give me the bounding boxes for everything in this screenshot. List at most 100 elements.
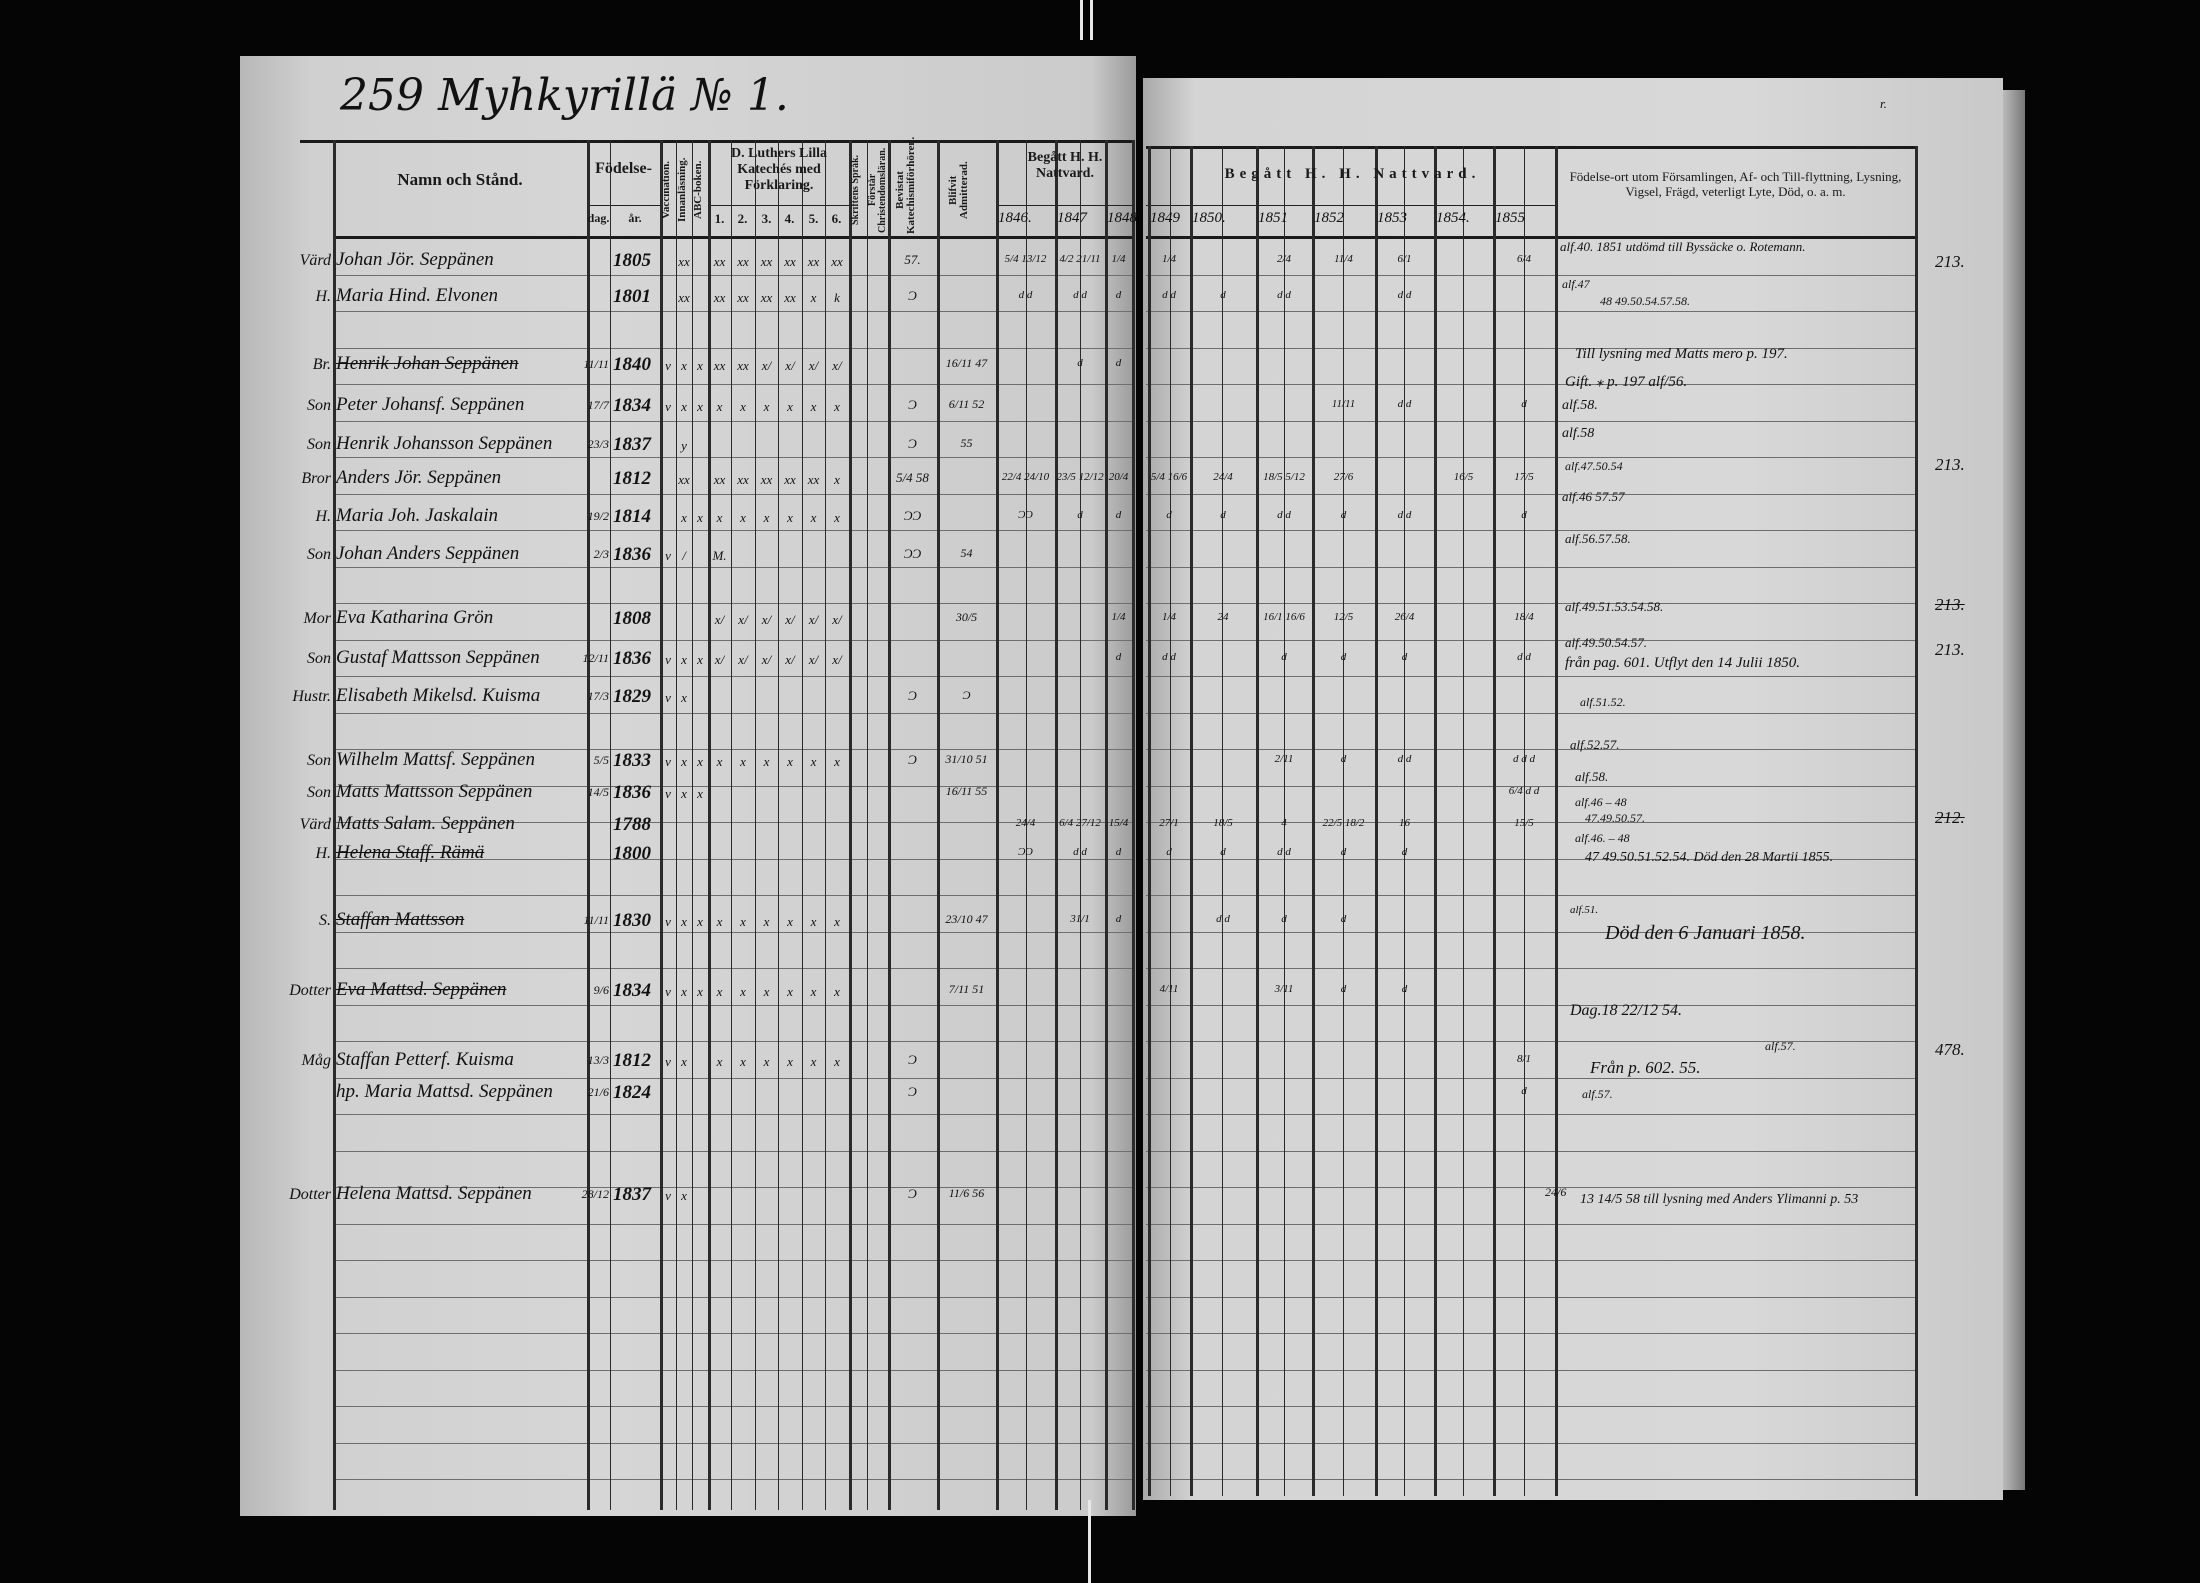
ruled-line (333, 1078, 1133, 1079)
remark-entry: alf.46 – 48 (1575, 795, 1627, 809)
entry-communion: d (1220, 846, 1226, 858)
entry-name: Maria Hind. Elvonen (336, 285, 499, 306)
remark-entry: alf.56.57.58. (1565, 531, 1631, 546)
column-line (1463, 146, 1464, 1496)
entry-mark: xx (713, 472, 726, 487)
entry-communion: ƆƆ (1018, 846, 1033, 858)
entry-birth-year: 1812 (613, 1050, 651, 1071)
entry-communion: d (1281, 913, 1287, 925)
entry-birth-day: 11/11 (583, 913, 609, 927)
header-vaccination: Vaccination. (660, 161, 672, 219)
ruled-line (333, 640, 1133, 641)
header-understands: Förstår Christendomsläran. (867, 147, 888, 233)
column-line (1312, 146, 1315, 1496)
entry-communion: 5/4 16/6 (1150, 471, 1188, 483)
remark-entry: alf.47.50.54 (1565, 459, 1623, 473)
column-line (692, 140, 693, 1510)
header-catechism-part: 1. (714, 211, 725, 226)
entry-communion: 5/4 13/12 (1004, 253, 1047, 265)
remark-entry: 48 49.50.54.57.58. (1600, 294, 1690, 308)
ruled-line (333, 1224, 1133, 1225)
entry-role: Dotter (289, 1186, 331, 1203)
entry-mark: xx (713, 254, 726, 269)
entry-birth-year: 1833 (613, 750, 651, 771)
ruled-line (333, 1370, 1133, 1371)
entry-mark: x/ (832, 358, 842, 373)
header-bottom-rule (333, 236, 1133, 239)
entry-mark: x (787, 1054, 793, 1069)
ruled-line (333, 895, 1133, 896)
page-reference: 212. (1935, 808, 1965, 827)
remark-entry: Död den 6 Januari 1858. (1605, 922, 1806, 944)
entry-birth-year: 1837 (613, 1184, 651, 1205)
entry-mark: x/ (832, 652, 842, 667)
entry-mark: x (787, 399, 793, 414)
entry-communion: d (1340, 913, 1347, 925)
entry-mark: xx (678, 254, 690, 269)
entry-mark: x (834, 399, 840, 414)
column-line (1343, 146, 1344, 1496)
header-catechism-part: 5. (808, 211, 819, 226)
entry-admitted: 16/11 47 (945, 356, 988, 370)
entry-communion: 24 (1217, 611, 1229, 623)
entry-communion: d (1077, 509, 1083, 521)
entry-birth-day: 12/11 (582, 651, 609, 665)
entry-mark: xx (737, 254, 749, 269)
entry-communion: d d (1216, 913, 1230, 925)
entry-role: H. (315, 288, 331, 305)
entry-mark: x (787, 914, 793, 929)
column-line (755, 140, 756, 1510)
entry-mark: x/ (785, 358, 795, 373)
entry-role: Son (307, 546, 331, 563)
entry-mark: x (716, 754, 723, 769)
entry-attended: 5/4 58 (896, 470, 929, 485)
column-line (1055, 140, 1058, 1510)
header-catechism-part: 6. (831, 211, 842, 226)
entry-mark: v (665, 652, 671, 667)
ruled-line (1146, 640, 1916, 641)
entry-mark: x (740, 984, 746, 999)
ruled-line (1146, 603, 1916, 604)
entry-communion: d d (1277, 509, 1291, 521)
entry-communion: 3/11 (1274, 983, 1294, 995)
entry-mark: x (681, 786, 687, 801)
entry-mark: xx (760, 254, 773, 269)
column-line (1170, 146, 1171, 1496)
entry-mark: x (697, 754, 703, 769)
remark-entry: Till lysning med Matts mero p. 197. (1575, 346, 1788, 362)
remark-entry: 24/6 (1545, 1185, 1567, 1199)
entry-attended: ƆƆ (903, 546, 922, 561)
column-line (1284, 146, 1285, 1496)
entry-mark: M. (712, 548, 727, 563)
entry-mark: x/ (761, 652, 772, 667)
entry-mark: / (682, 548, 686, 563)
entry-mark: x (834, 472, 840, 487)
entry-mark: x/ (808, 358, 819, 373)
entry-birth-year: 1812 (613, 468, 651, 489)
page-reference: 213. (1935, 455, 1965, 474)
entry-mark: x (740, 399, 746, 414)
entry-birth-year: 1836 (613, 648, 651, 669)
entry-communion: 15/5 (1514, 817, 1534, 829)
entry-communion: d (1401, 846, 1408, 858)
ruled-line (333, 384, 1133, 385)
entry-mark: v (665, 914, 671, 929)
column-line (1026, 140, 1027, 1510)
ruled-line (333, 1443, 1133, 1444)
entry-birth-year: 1788 (613, 814, 651, 835)
entry-mark: xx (831, 254, 843, 269)
entry-mark: x (834, 510, 840, 525)
column-line (731, 140, 732, 1510)
entry-role: Bror (301, 470, 331, 487)
remark-entry: alf.57. (1765, 1039, 1796, 1053)
column-line (708, 140, 711, 1510)
entry-mark: v (665, 358, 671, 373)
ruled-line (1146, 494, 1916, 495)
entry-communion: 16/1 16/6 (1263, 611, 1305, 623)
entry-mark: v (665, 984, 671, 999)
entry-birth-year: 1805 (613, 250, 651, 271)
entry-communion: d (1340, 509, 1347, 521)
header-catechism: D. Luthers Lilla Katechés med Förklaring… (730, 146, 828, 194)
entry-name: Gustaf Mattsson Seppänen (336, 647, 540, 668)
entry-communion: 18/4 (1514, 611, 1534, 623)
